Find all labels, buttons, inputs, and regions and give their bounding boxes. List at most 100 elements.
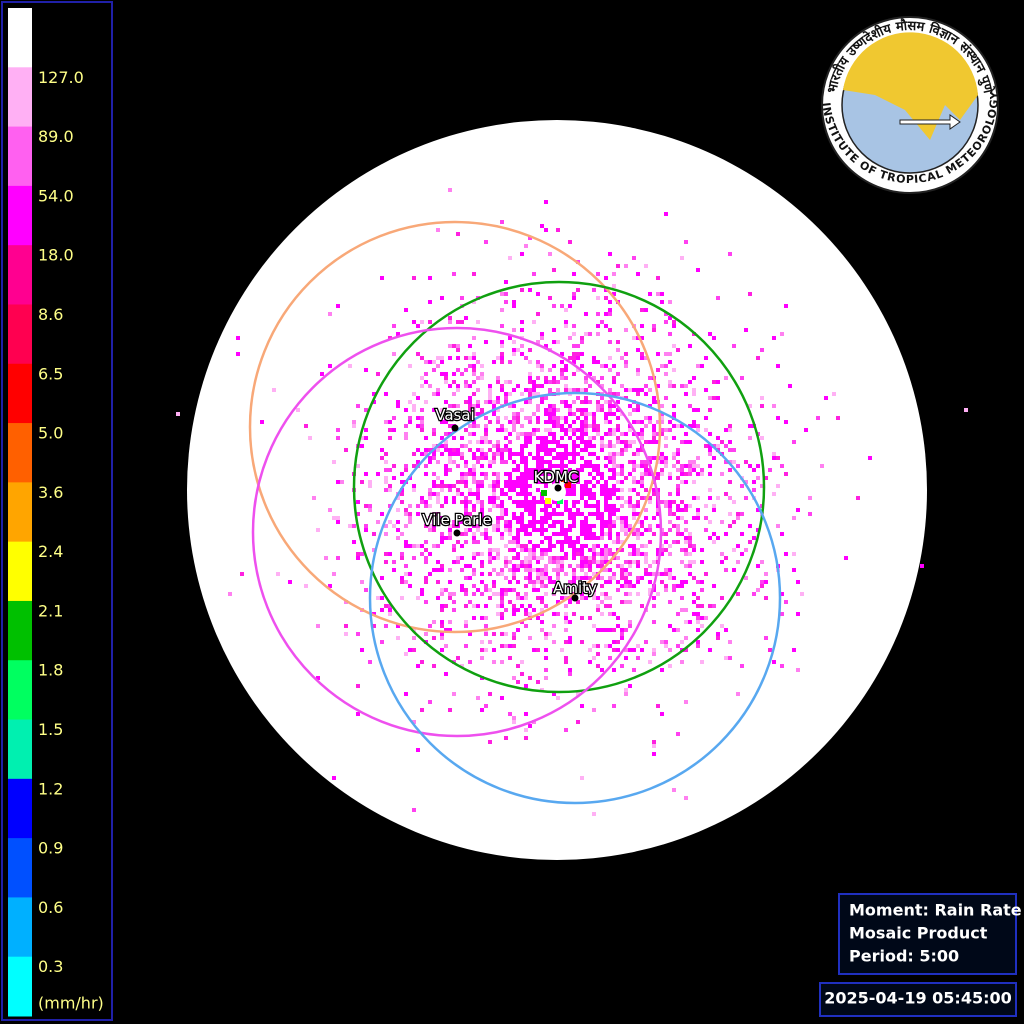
echo-pixel [524,480,528,484]
echo-pixel [560,548,564,552]
echo-pixel [412,720,416,724]
echo-pixel [640,388,644,392]
echo-pixel [772,660,776,664]
echo-pixel [456,232,460,236]
echo-pixel [404,652,408,656]
echo-pixel [684,504,688,508]
echo-pixel [524,532,528,536]
echo-pixel [664,640,668,644]
echo-pixel [624,364,628,368]
echo-pixel [528,604,532,608]
echo-pixel [504,644,508,648]
echo-pixel [548,408,552,412]
echo-pixel [760,584,764,588]
echo-pixel [436,544,440,548]
echo-pixel [496,552,500,556]
echo-pixel [488,572,492,576]
echo-pixel [580,488,584,492]
echo-pixel [604,560,608,564]
echo-pixel [676,476,680,480]
echo-pixel [528,472,532,476]
echo-pixel [620,576,624,580]
echo-pixel [456,488,460,492]
echo-pixel [780,464,784,468]
echo-pixel [616,580,620,584]
echo-pixel [528,452,532,456]
echo-pixel [584,416,588,420]
echo-pixel [728,512,732,516]
echo-pixel [580,468,584,472]
echo-pixel [540,456,544,460]
echo-pixel [616,640,620,644]
echo-pixel [580,616,584,620]
echo-pixel [616,436,620,440]
echo-pixel [608,656,612,660]
echo-pixel [624,360,628,364]
echo-pixel [584,516,588,520]
echo-pixel [532,552,536,556]
legend-label: 18.0 [38,246,74,265]
echo-pixel [668,600,672,604]
echo-pixel [432,472,436,476]
echo-pixel [632,464,636,468]
echo-pixel [640,552,644,556]
echo-pixel [428,456,432,460]
echo-pixel [600,448,604,452]
echo-pixel [776,364,780,368]
echo-pixel [564,656,568,660]
echo-pixel [684,508,688,512]
echo-pixel [648,416,652,420]
echo-pixel [568,508,572,512]
echo-pixel [620,600,624,604]
legend-label: 0.6 [38,898,63,917]
echo-pixel [728,480,732,484]
echo-pixel [404,468,408,472]
echo-pixel [608,612,612,616]
echo-pixel [604,604,608,608]
echo-pixel [544,528,548,532]
echo-pixel [536,568,540,572]
echo-pixel [484,428,488,432]
echo-pixel [384,488,388,492]
echo-pixel [488,396,492,400]
echo-pixel [580,532,584,536]
echo-pixel [548,440,552,444]
echo-pixel [564,628,568,632]
echo-pixel [708,536,712,540]
echo-pixel [620,564,624,568]
echo-pixel [568,524,572,528]
echo-pixel [592,412,596,416]
echo-pixel [316,624,320,628]
echo-pixel [572,572,576,576]
echo-pixel [472,336,476,340]
echo-pixel [564,416,568,420]
echo-pixel [484,476,488,480]
echo-pixel [376,520,380,524]
echo-pixel [496,440,500,444]
echo-pixel [472,480,476,484]
echo-pixel [604,592,608,596]
echo-pixel [628,620,632,624]
echo-pixel [704,572,708,576]
echo-pixel [604,432,608,436]
echo-pixel [628,544,632,548]
echo-pixel [584,432,588,436]
echo-pixel [568,600,572,604]
legend-swatch [8,67,32,128]
echo-pixel [388,420,392,424]
echo-pixel [508,472,512,476]
echo-pixel [632,336,636,340]
echo-pixel [592,360,596,364]
echo-pixel [520,504,524,508]
echo-pixel [556,600,560,604]
echo-pixel [508,360,512,364]
echo-pixel [424,372,428,376]
echo-pixel [620,516,624,520]
echo-pixel [512,304,516,308]
echo-pixel [444,372,448,376]
echo-pixel [500,508,504,512]
echo-pixel [600,384,604,388]
echo-pixel [472,532,476,536]
echo-pixel [584,520,588,524]
echo-pixel [600,532,604,536]
